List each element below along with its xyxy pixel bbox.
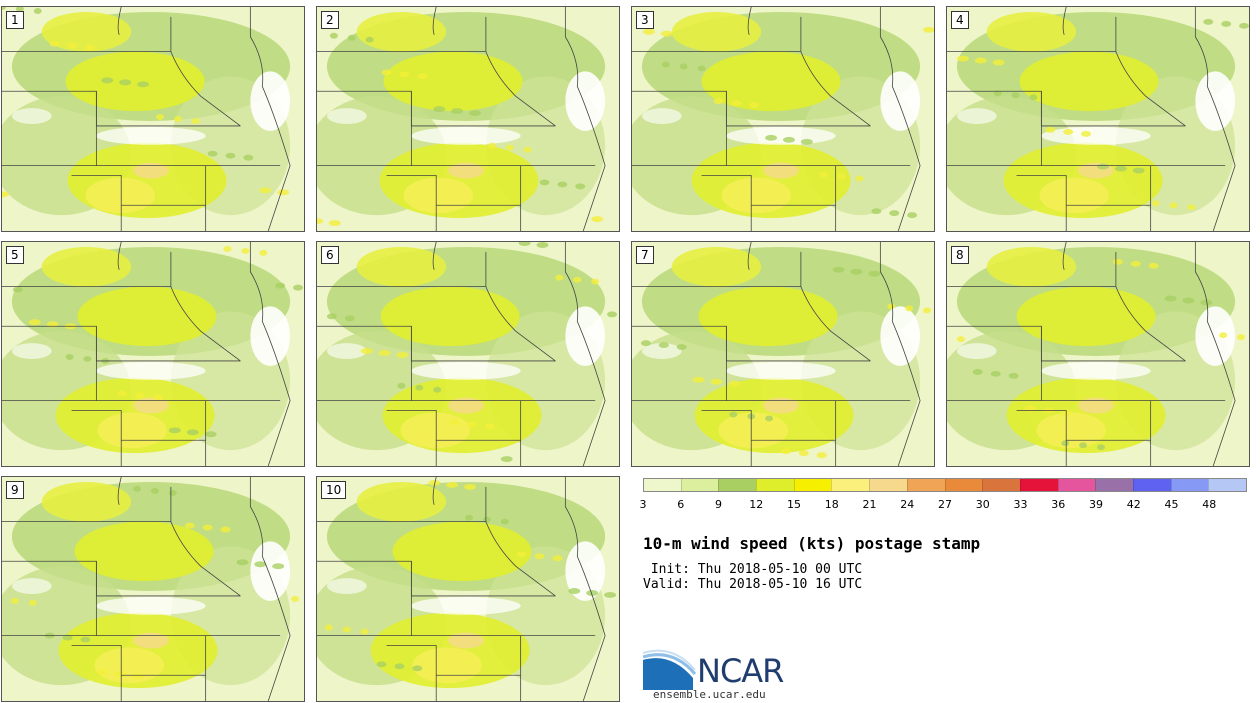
wind-speed-field (317, 7, 606, 231)
wind-speed-field (2, 7, 291, 231)
member-number-label: 7 (636, 246, 654, 264)
ensemble-member-map: 6 (316, 241, 620, 467)
colorbar-tick-label: 30 (975, 498, 990, 511)
ensemble-member-map: 9 (1, 476, 305, 702)
ensemble-member-map: 2 (316, 6, 620, 232)
colorbar-tick-label: 3 (639, 498, 647, 511)
wind-speed-field (632, 7, 934, 231)
member-number-label: 3 (636, 11, 654, 29)
ensemble-member-map: 1 (1, 6, 305, 232)
colorbar-tick-label: 24 (900, 498, 915, 511)
colorbar-tick-label: 9 (715, 498, 722, 511)
colorbar-segment (831, 479, 870, 491)
colorbar-segment (944, 479, 983, 491)
wind-speed-field (2, 477, 300, 701)
colorbar-segment (906, 479, 945, 491)
colorbar-tick-label: 6 (677, 498, 685, 511)
colorbar-segment (793, 479, 832, 491)
valid-time: Valid: Thu 2018-05-10 16 UTC (643, 577, 863, 592)
colorbar-segment (756, 479, 794, 491)
colorbar-segment (1095, 479, 1133, 491)
member-number-label: 10 (321, 481, 347, 499)
ensemble-member-map: 5 (1, 241, 305, 467)
colorbar-tick-label: 42 (1126, 498, 1141, 511)
wind-speed-field (2, 242, 304, 466)
colorbar-tick-label: 39 (1089, 498, 1103, 511)
colorbar-segment (1132, 479, 1171, 491)
wind-speed-field (947, 7, 1249, 231)
ensemble-member-map: 3 (631, 6, 935, 232)
colorbar-segment (1170, 479, 1209, 491)
colorbar-segment (1019, 479, 1058, 491)
colorbar-tick-label: 33 (1013, 498, 1028, 511)
colorbar-tick-label: 18 (824, 498, 839, 511)
colorbar-segment (718, 479, 757, 491)
colorbar (643, 478, 1247, 492)
ensemble-member-map: 10 (316, 476, 620, 702)
colorbar-tick-label: 36 (1051, 498, 1066, 511)
colorbar-tick-label: 45 (1164, 498, 1179, 511)
colorbar-tick-label: 12 (749, 498, 764, 511)
member-number-label: 6 (321, 246, 339, 264)
colorbar-tick-label: 27 (938, 498, 952, 511)
wind-speed-field (317, 242, 618, 466)
ensemble-member-map: 8 (946, 241, 1250, 467)
ensemble-member-map: 7 (631, 241, 935, 467)
wind-speed-field (317, 477, 617, 701)
logo-wordmark: NCAR (697, 652, 784, 690)
colorbar-segment (982, 479, 1020, 491)
site-url: ensemble.ucar.edu (653, 688, 766, 701)
colorbar-tick-label: 21 (862, 498, 877, 511)
member-number-label: 2 (321, 11, 339, 29)
page-title: 10-m wind speed (kts) postage stamp (643, 534, 981, 553)
colorbar-segment (644, 479, 681, 491)
colorbar-tick-label: 48 (1202, 498, 1217, 511)
member-number-label: 8 (951, 246, 969, 264)
ensemble-member-map: 4 (946, 6, 1250, 232)
wind-speed-field (947, 242, 1246, 466)
wind-speed-field (632, 242, 932, 466)
member-number-label: 4 (951, 11, 969, 29)
member-number-label: 1 (6, 11, 24, 29)
colorbar-segment (869, 479, 907, 491)
member-number-label: 5 (6, 246, 24, 264)
colorbar-tick-label: 15 (787, 498, 801, 511)
ncar-logo-icon (643, 649, 697, 690)
init-time: Init: Thu 2018-05-10 00 UTC (643, 562, 863, 577)
colorbar-segment (1208, 479, 1246, 491)
colorbar-segment (680, 479, 719, 491)
colorbar-tick-labels: 3 6 9 12 15 18 21 24 27 30 33 36 39 42 45 48 (639, 498, 1247, 512)
colorbar-segment (1057, 479, 1096, 491)
member-number-label: 9 (6, 481, 24, 499)
